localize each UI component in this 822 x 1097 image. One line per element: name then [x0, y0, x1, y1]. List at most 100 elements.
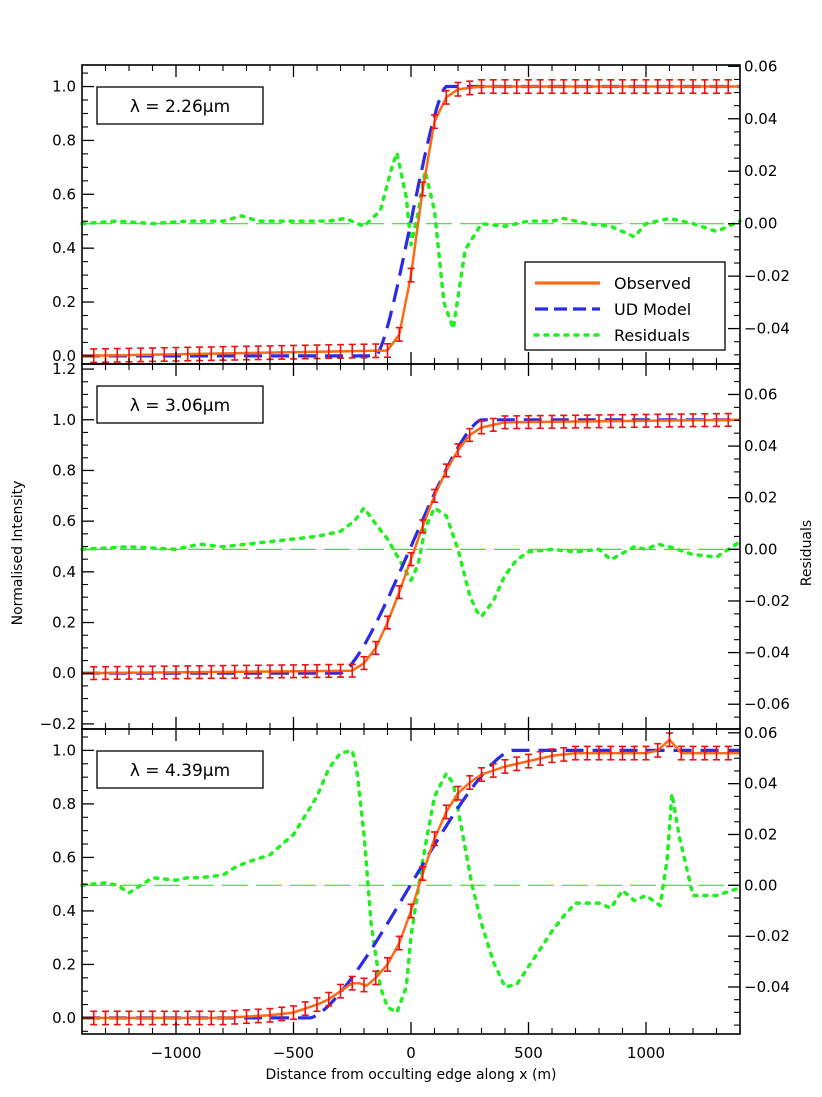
error-bar — [630, 79, 638, 95]
error-bar — [442, 463, 450, 478]
residual-tick-label: 0.06 — [744, 57, 777, 75]
error-bar — [419, 181, 427, 197]
error-bar — [466, 775, 474, 790]
y-tick-label: 0.0 — [52, 664, 76, 682]
error-bar — [160, 1010, 168, 1026]
error-bar — [243, 1009, 250, 1025]
error-bar — [113, 665, 121, 681]
error-bar — [137, 665, 145, 680]
panel-frame — [81, 728, 741, 1035]
panel-2: −0.2 0.0 0.2 0.4 0.6 0.8 1.0 1.2 −0.06 −0.04 −0.02… — [40, 360, 790, 733]
residual-tick-label: −0.02 — [744, 267, 790, 285]
error-bar — [595, 745, 603, 761]
error-bar — [395, 584, 403, 600]
error-bar — [442, 89, 450, 105]
residual-curve — [80, 748, 742, 1015]
error-bar — [513, 79, 521, 95]
error-bar — [160, 346, 168, 363]
residual-tick-label: 0.02 — [744, 825, 777, 843]
error-bar — [290, 1005, 297, 1021]
error-bar — [395, 326, 403, 342]
residual-curve — [80, 506, 742, 619]
error-bar — [466, 427, 474, 443]
y-tick-label: 1.0 — [52, 78, 76, 96]
error-bar — [536, 414, 544, 430]
ud-model-curve — [82, 748, 740, 1020]
legend-label: Observed — [614, 274, 691, 293]
panels-layer: 0.00.20.40.60.81.0−0.04−0.020.000.020.04… — [40, 57, 790, 1062]
error-bar — [360, 343, 368, 359]
error-bar — [701, 745, 709, 761]
error-bar — [607, 414, 615, 429]
error-bar — [466, 80, 474, 96]
wavelength-label-text: λ = 4.39μm — [130, 761, 230, 781]
legend-label: UD Model — [614, 300, 691, 319]
error-bar — [395, 935, 403, 951]
error-bar — [219, 1010, 227, 1026]
error-bar — [137, 1010, 145, 1026]
error-bar — [713, 412, 720, 428]
error-bar — [536, 750, 544, 766]
error-bar — [384, 956, 391, 972]
residual-tick-label: 0.04 — [744, 437, 777, 455]
y-tick-label: 1.0 — [52, 411, 76, 429]
error-bar — [536, 79, 544, 95]
residual-tick-label: 0.04 — [744, 110, 777, 128]
error-bar — [372, 343, 380, 359]
residual-tick-label: 0.00 — [744, 215, 777, 233]
error-bar — [548, 414, 556, 429]
panel-1: 0.0 0.2 0.4 0.6 0.8 1.0 −0.04 −0.02 0.00 0.02 0.04… — [52, 57, 790, 365]
error-bar — [278, 664, 286, 679]
wavelength-label-box — [96, 86, 264, 125]
error-bar — [478, 420, 485, 435]
error-bar — [419, 519, 427, 534]
error-bar — [372, 640, 380, 656]
error-bar — [724, 79, 732, 95]
error-bar — [501, 758, 509, 774]
error-bar — [337, 663, 344, 678]
error-bar — [595, 414, 603, 429]
error-bar — [677, 745, 685, 761]
wavelength-label: λ = 3.06μm — [96, 385, 264, 424]
error-bar — [113, 1010, 121, 1026]
error-bar — [525, 414, 532, 430]
error-bar — [572, 79, 579, 95]
error-bar — [513, 756, 521, 772]
error-bar — [219, 664, 227, 680]
error-bar — [360, 655, 368, 671]
y-tick-label: 0.4 — [52, 239, 76, 257]
error-bar — [372, 970, 380, 986]
y-tick-label: 1.0 — [52, 741, 76, 759]
error-bar — [689, 413, 697, 428]
error-bar — [231, 1009, 239, 1025]
error-bar — [489, 762, 497, 778]
x-axis-title: Distance from occulting edge along x (m) — [266, 1067, 557, 1083]
error-bar — [501, 415, 509, 430]
y-tick-label: −0.2 — [40, 715, 76, 733]
x-tick-label: 500 — [514, 1044, 543, 1062]
error-bar — [325, 344, 333, 360]
error-bar — [619, 745, 626, 761]
error-bar — [102, 665, 109, 681]
y-tick-label: 0.2 — [52, 614, 76, 632]
y-tick-label: 0.8 — [52, 795, 76, 813]
error-bar — [325, 991, 333, 1007]
error-bar — [478, 79, 485, 95]
error-bar — [254, 1008, 262, 1024]
error-bar — [560, 414, 568, 429]
error-bar — [724, 745, 732, 761]
error-bar — [454, 785, 462, 801]
error-bar — [607, 79, 615, 95]
y-tick-label: 0.0 — [52, 347, 76, 365]
y-tick-label: 0.0 — [52, 1009, 76, 1027]
wavelength-label-box — [96, 385, 264, 424]
error-bar — [254, 345, 262, 361]
y-tick-label: 0.2 — [52, 293, 76, 311]
error-bar — [313, 997, 321, 1013]
error-bar — [243, 664, 250, 679]
error-bar — [666, 79, 673, 95]
error-bar — [160, 665, 168, 680]
error-bar — [231, 664, 239, 679]
error-bar — [407, 267, 415, 283]
wavelength-label-text: λ = 2.26μm — [130, 97, 230, 117]
